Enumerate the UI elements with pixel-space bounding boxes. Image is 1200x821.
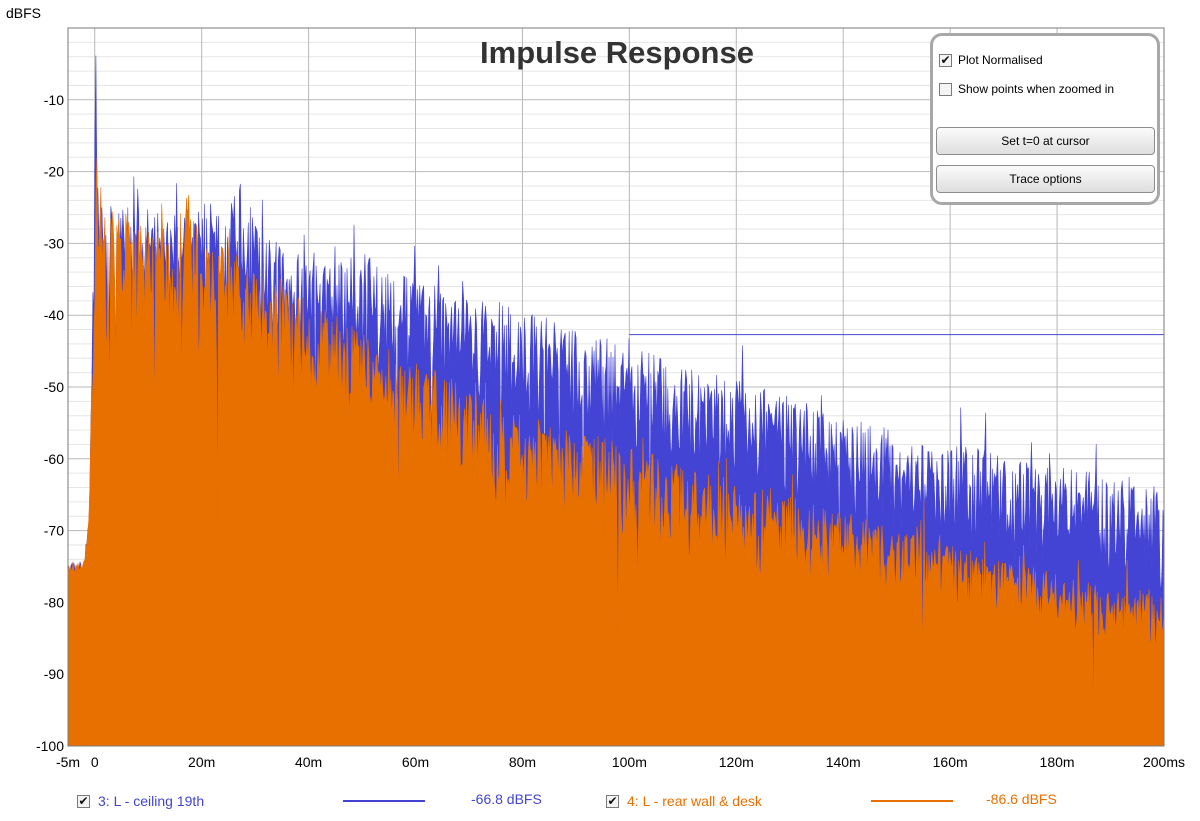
x-tick-labels: -5m 0 20m 40m 60m 80m 100m 120m 140m 160m 180m 200m… xyxy=(56,754,1185,770)
y-tick-label: -20 xyxy=(44,164,64,180)
x-tick-label: 160m xyxy=(933,754,968,770)
options-panel: ✔ Plot Normalised Show points when zoome… xyxy=(930,33,1160,205)
set-t0-button[interactable]: Set t=0 at cursor xyxy=(936,127,1155,155)
y-tick-label: -50 xyxy=(44,379,64,395)
plot-normalised-checkbox[interactable]: ✔ xyxy=(939,52,952,67)
x-tick-label: 60m xyxy=(402,754,429,770)
x-tick-label: 200ms xyxy=(1143,754,1185,770)
trace-4-path xyxy=(68,157,1164,746)
plot-normalised-label: Plot Normalised xyxy=(958,53,1043,67)
trace-3-value: -66.8 dBFS xyxy=(471,791,542,807)
trace-4-value: -86.6 dBFS xyxy=(986,791,1057,807)
y-tick-labels: -10 -20 -30 -40 -50 -60 -70 -80 -90 -100 xyxy=(36,92,64,754)
trace-4-checkbox[interactable]: ✔ xyxy=(606,793,619,808)
plot-frame xyxy=(67,27,1165,747)
show-points-label: Show points when zoomed in xyxy=(958,82,1115,96)
legend-item-trace-3[interactable]: ✔ 3: L - ceiling 19th xyxy=(77,791,204,811)
y-tick-label: -60 xyxy=(44,451,64,467)
trace-4-area xyxy=(68,157,1164,746)
x-tick-label: 40m xyxy=(295,754,322,770)
show-points-option[interactable]: Show points when zoomed in xyxy=(939,82,1114,96)
show-points-checkbox[interactable] xyxy=(939,82,952,96)
y-tick-label: -30 xyxy=(44,235,64,251)
trace-3-name: 3: L - ceiling 19th xyxy=(98,793,205,809)
trace-4-name: 4: L - rear wall & desk xyxy=(627,793,762,809)
plot-normalised-option[interactable]: ✔ Plot Normalised xyxy=(939,53,1043,67)
y-tick-label: -90 xyxy=(44,666,64,682)
trace-options-button[interactable]: Trace options xyxy=(936,165,1155,193)
x-tick-label: 100m xyxy=(612,754,647,770)
legend-item-trace-4[interactable]: ✔ 4: L - rear wall & desk xyxy=(606,791,762,811)
x-tick-label: 180m xyxy=(1040,754,1075,770)
trace-3-checkbox[interactable]: ✔ xyxy=(77,793,90,808)
x-tick-label: 120m xyxy=(719,754,754,770)
chart-title: Impulse Response xyxy=(480,35,754,70)
y-tick-label: -40 xyxy=(44,307,64,323)
traces xyxy=(68,55,1164,746)
trace-4-legend-swatch xyxy=(871,800,953,802)
x-tick-label: 0 xyxy=(91,754,99,770)
x-tick-label: 20m xyxy=(188,754,215,770)
y-axis-label: dBFS xyxy=(6,5,41,21)
y-tick-label: -100 xyxy=(36,738,64,754)
x-tick-label: 140m xyxy=(826,754,861,770)
y-tick-label: -10 xyxy=(44,92,64,108)
y-tick-label: -70 xyxy=(44,523,64,539)
x-tick-label: 80m xyxy=(509,754,536,770)
trace-3-legend-swatch xyxy=(343,800,425,802)
x-tick-label: -5m xyxy=(56,754,80,770)
y-tick-label: -80 xyxy=(44,594,64,610)
